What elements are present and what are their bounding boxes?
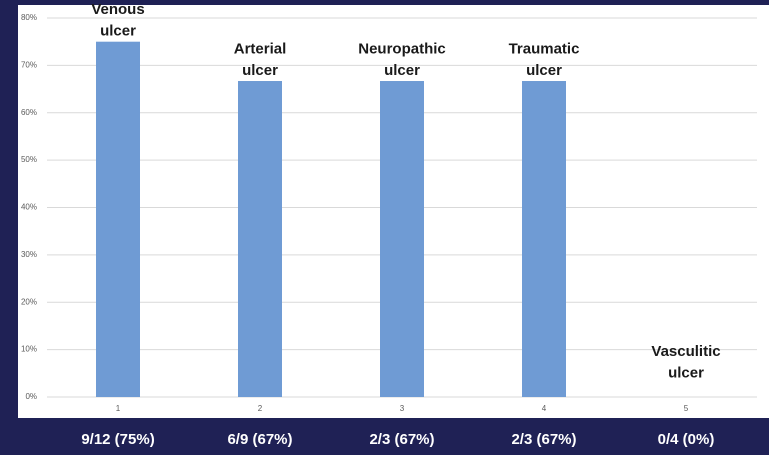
bar <box>522 81 566 397</box>
x-tick-label: 2 <box>258 404 263 413</box>
bar-annotation: ulcer <box>526 62 562 79</box>
x-tick-label: 3 <box>400 404 405 413</box>
bar-annotation: Neuropathic <box>358 40 446 57</box>
x-tick-label: 1 <box>116 404 121 413</box>
bar-annotation: Traumatic <box>509 40 580 57</box>
bar-annotation: Venous <box>91 1 144 18</box>
bar <box>380 81 424 397</box>
value-label: 0/4 (0%) <box>658 431 715 448</box>
x-tick-label: 5 <box>684 404 689 413</box>
value-label: 6/9 (67%) <box>227 431 292 448</box>
y-tick-label: 70% <box>21 60 37 69</box>
value-label: 2/3 (67%) <box>369 431 434 448</box>
y-tick-label: 50% <box>21 155 37 164</box>
value-label: 2/3 (67%) <box>511 431 576 448</box>
y-tick-label: 60% <box>21 108 37 117</box>
y-tick-label: 80% <box>21 13 37 22</box>
bar-annotation: ulcer <box>100 23 136 40</box>
bar-annotation: ulcer <box>668 364 704 381</box>
y-tick-label: 10% <box>21 345 37 354</box>
value-label: 9/12 (75%) <box>81 431 154 448</box>
y-tick-label: 20% <box>21 297 37 306</box>
x-tick-label: 4 <box>542 404 547 413</box>
y-tick-label: 40% <box>21 203 37 212</box>
bar <box>96 41 140 397</box>
y-tick-label: 30% <box>21 250 37 259</box>
bar-annotation: Arterial <box>234 40 287 57</box>
bar-annotation: ulcer <box>384 62 420 79</box>
bar <box>238 81 282 397</box>
bar-annotation: Vasculitic <box>651 343 720 360</box>
bar-annotation: ulcer <box>242 62 278 79</box>
y-tick-label: 0% <box>25 392 37 401</box>
